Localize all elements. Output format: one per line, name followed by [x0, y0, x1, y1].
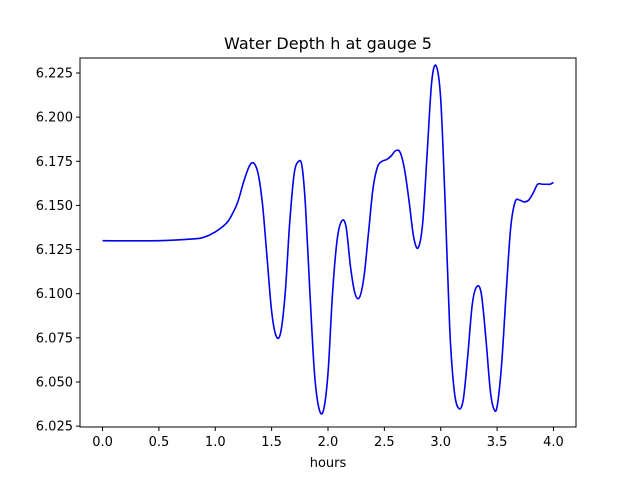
x-tick-label: 3.0 — [430, 435, 451, 450]
y-tick-label: 6.050 — [36, 375, 73, 390]
x-tick-label: 2.5 — [374, 435, 395, 450]
x-tick-label: 3.5 — [487, 435, 508, 450]
x-tick-label: 4.0 — [543, 435, 564, 450]
x-tick-label: 0.0 — [92, 435, 113, 450]
x-tick-label: 2.0 — [318, 435, 339, 450]
plot-area — [102, 64, 554, 415]
y-tick-label: 6.100 — [36, 287, 73, 302]
x-axis-label: hours — [310, 456, 347, 471]
y-tick-label: 6.150 — [36, 199, 73, 214]
chart-title: Water Depth h at gauge 5 — [224, 34, 432, 53]
y-tick-label: 6.125 — [36, 243, 73, 258]
y-tick-label: 6.075 — [36, 331, 73, 346]
y-tick-label: 6.200 — [36, 111, 73, 126]
y-tick-label: 6.025 — [36, 420, 73, 435]
x-tick-label: 1.0 — [205, 435, 226, 450]
y-axis: 6.025 6.050 6.075 6.100 6.125 6.150 6.175 6.200… — [36, 67, 80, 435]
series-line-0 — [102, 64, 554, 415]
x-tick-label: 1.5 — [261, 435, 282, 450]
y-tick-label: 6.225 — [36, 67, 73, 82]
x-axis: 0.0 0.5 1.0 1.5 2.0 2.5 3.0 3.5 4.0 — [92, 427, 564, 450]
x-tick-label: 0.5 — [149, 435, 170, 450]
y-tick-label: 6.175 — [36, 155, 73, 170]
